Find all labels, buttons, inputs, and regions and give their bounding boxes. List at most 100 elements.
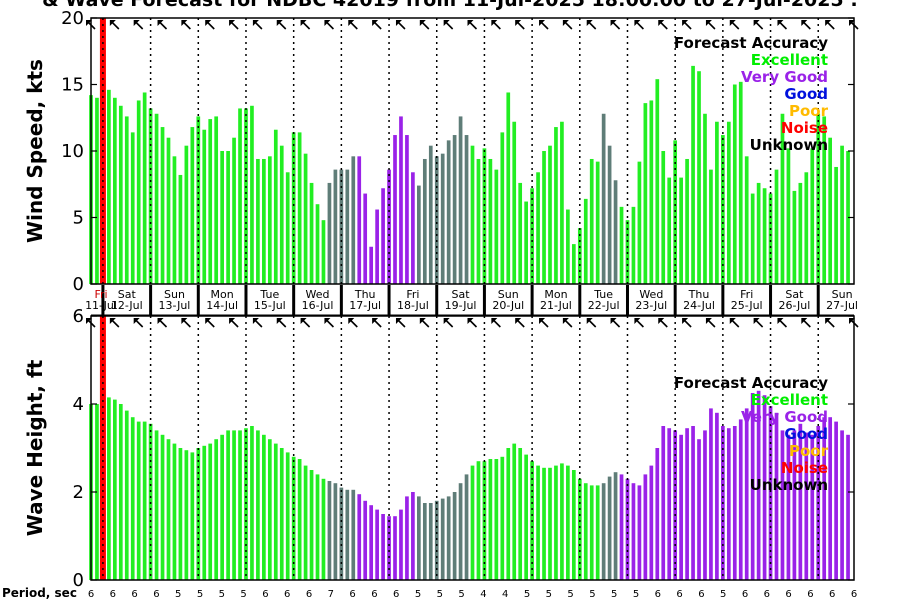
wave-bar [369,505,374,580]
day-separator [530,285,534,315]
wave-bar [810,434,815,580]
wind-direction-arrow [586,20,597,30]
wind-bar [560,121,564,285]
wind-bar [238,108,242,284]
day-of-week-label: Mon [544,288,567,301]
wave-bar [762,395,767,580]
period-value: 6 [110,589,116,600]
wind-direction-arrow [157,20,168,30]
wind-bar [679,177,683,284]
wave-bar [595,485,600,580]
wave-bar [226,430,230,580]
wave-bar [458,483,463,580]
day-of-week-label: Sun [832,288,853,301]
wind-bar [536,172,540,284]
wind-bar [142,92,147,284]
wave-bar [637,485,642,580]
wave-bar [792,430,797,580]
wind-bar [422,158,427,284]
day-of-week-label: Sat [452,288,471,301]
wave-bar [601,483,606,580]
wave-bar [285,452,290,580]
wave-bar [726,428,731,580]
day-of-week-label: Sun [498,288,519,301]
wave-bar [190,452,195,580]
wind-direction-arrow [324,20,335,30]
day-separator [769,285,773,315]
wave-bar [506,448,511,580]
date-label: 19-Jul [445,299,477,312]
wind-bar [506,92,511,284]
wave-bar [232,430,236,580]
wave-legend-item: Very Good [741,408,828,426]
wave-y-ticks: 0 2 4 6 [73,306,854,591]
wind-y-ticks: 0 5 10 15 20 [61,8,854,295]
figure-title: & Wave Forecast for NDBC 42019 from 11-J… [42,0,858,11]
wind-direction-arrow [348,20,358,30]
wind-direction-arrow [252,20,263,30]
wave-bar [148,423,153,580]
wave-bar [846,434,850,580]
wave-bar [428,503,433,580]
wave-bar [571,470,576,580]
wind-bar [774,169,779,284]
wave-bar [667,428,672,580]
wind-direction-arrow [467,20,478,30]
period-value: 6 [131,589,137,600]
wave-bar [315,474,320,580]
wind-direction-arrow [109,20,120,30]
wind-direction-arrow [491,20,501,30]
wind-speed-plot: 0 5 10 15 20 Wind Speed, kts Forecast Accura… [23,8,859,295]
date-label: 21-Jul [540,299,572,312]
period-value: 4 [480,589,486,600]
wind-bar [417,185,421,284]
wave-direction-arrow [133,318,144,328]
wave-legend-item: Good [784,425,828,443]
wind-direction-arrow [419,20,430,30]
wave-direction-arrow [539,318,549,328]
wave-bar [160,434,165,580]
wave-legend-item: Excellent [751,391,828,409]
date-label: 20-Jul [492,299,524,312]
wind-bar [160,127,165,284]
wave-direction-arrow [324,318,335,328]
wave-bar [464,474,469,580]
period-value: 4 [502,589,508,600]
wave-bar [470,465,475,580]
date-label: 15-Jul [254,299,286,312]
wind-bar [279,145,284,284]
day-of-week-label: Fri [94,288,107,301]
wind-bar [822,116,827,284]
date-label: 26-Jul [778,299,810,312]
wave-bar [524,454,528,580]
wave-direction-arrow [395,318,406,328]
wind-bar [399,116,403,284]
wind-direction-arrow [682,20,692,30]
wind-bar [214,116,219,284]
wave-bar [518,448,523,580]
wave-bar [172,443,177,580]
wind-bar [577,228,582,284]
wind-y-tick-label: 20 [61,8,84,29]
wind-bar [226,151,230,284]
wind-bar [732,84,737,284]
wind-direction-arrow [372,20,382,30]
wind-bar [411,172,415,284]
wind-direction-arrow [443,20,454,30]
wind-direction-arrow [562,20,573,30]
wave-direction-arrow [634,318,644,328]
wind-direction-arrow [300,20,311,30]
wave-direction-arrow [705,318,716,328]
wind-bar [494,169,499,284]
wave-bar [488,459,493,580]
wave-bar [291,456,296,580]
wind-bar [542,151,546,284]
wave-bar [828,417,833,580]
wind-bar [202,129,207,284]
wind-bar [107,89,111,284]
wave-direction-arrow [348,318,358,328]
wave-bar [440,498,445,580]
wind-bar [184,145,189,284]
wave-direction-arrows [86,318,859,328]
